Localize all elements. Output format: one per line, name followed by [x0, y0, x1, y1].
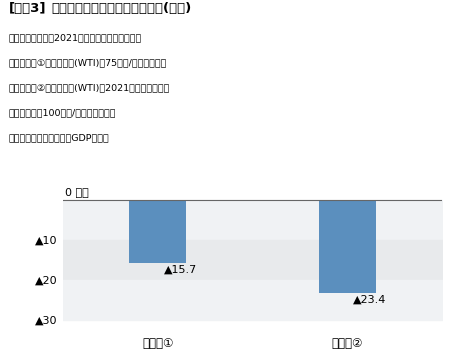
Text: ケース②：原油価格(WTI)が2021年度末にかけて: ケース②：原油価格(WTI)が2021年度末にかけて	[9, 83, 170, 92]
Text: 100ドル/バレルまで上昇: 100ドル/バレルまで上昇	[9, 109, 116, 118]
Text: 注：所得流出額は2021年度の交易利得の減少額: 注：所得流出額は2021年度の交易利得の減少額	[9, 33, 142, 42]
Text: ▲23.4: ▲23.4	[353, 295, 387, 305]
Text: 資料：内閣府「四半期別GDP速報」: 資料：内閣府「四半期別GDP速報」	[9, 134, 110, 143]
Text: ▲15.7: ▲15.7	[164, 264, 197, 274]
Bar	[129, 200, 186, 262]
Bar	[319, 200, 376, 293]
Text: 原油価格の想定別・所得流出額(試算): 原油価格の想定別・所得流出額(試算)	[52, 2, 192, 15]
Text: [図表3]: [図表3]	[9, 2, 46, 15]
Text: ケース①：原油価格(WTI)が75ドル/バレルで推移: ケース①：原油価格(WTI)が75ドル/バレルで推移	[9, 58, 167, 67]
Text: 0 兆円: 0 兆円	[65, 187, 89, 197]
